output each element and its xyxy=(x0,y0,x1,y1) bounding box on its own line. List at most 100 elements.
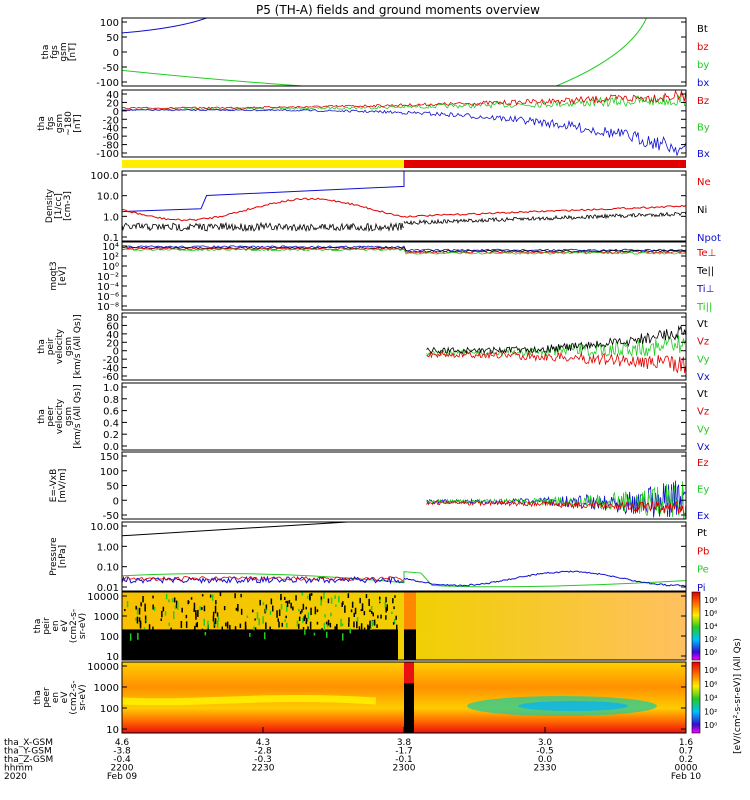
spectrogram-pixel xyxy=(204,632,207,636)
spectrogram-pixel xyxy=(150,631,153,638)
spectrogram-pixel xyxy=(348,622,350,627)
x-tick-label: 3.0 xyxy=(538,738,553,748)
spectrogram-pixel xyxy=(349,628,351,634)
spectrogram-pixel xyxy=(356,621,358,629)
spectrogram-pixel xyxy=(340,619,342,627)
spectrogram-pixel xyxy=(368,625,370,634)
panel-p8: 10.00 1.00 0.10 0.01 Pressure [nPa] Pt Pb Pe Pi xyxy=(49,521,709,594)
spectrogram-pixel xyxy=(226,621,229,629)
spectrogram-pixel xyxy=(212,611,215,616)
colorbar-label: [eV/(cm²-s-sr-eV)] (All Qs) xyxy=(733,638,743,754)
panel-frame xyxy=(121,89,687,158)
y-tick-label: -50 xyxy=(103,511,119,522)
legend-vt: Vt xyxy=(697,319,708,330)
legend-pt: Pt xyxy=(697,528,707,539)
spectrogram-pixel xyxy=(295,632,298,636)
spectrogram-pixel xyxy=(342,633,344,641)
y-axis-label: tha fgs gsm [nT] xyxy=(41,42,78,61)
spectrogram-pixel xyxy=(143,627,146,630)
x-tick-label: 4.6 xyxy=(115,738,130,748)
y-tick-label: 10000 xyxy=(87,662,119,673)
series-by xyxy=(122,93,686,111)
spectrogram-pixel xyxy=(338,596,340,603)
spectrogram-pixel xyxy=(152,604,154,610)
colorbar-tick-label: 10⁸ xyxy=(704,666,717,675)
series-vz xyxy=(426,350,686,374)
y-tick-label: 0 xyxy=(113,107,119,118)
spectrogram-pixel xyxy=(320,596,323,602)
x-axis-layer: tha_X-GSM 4.6 4.3 3.8 3.0 1.6 tha_Y-GSM -3.8 -2.… xyxy=(4,727,701,782)
spectrogram-pixel xyxy=(302,617,304,623)
spectrogram-pixel xyxy=(357,632,360,637)
spectrogram-pixel xyxy=(285,600,287,604)
spectrogram-pixel xyxy=(303,616,305,621)
y-tick-label: -80 xyxy=(103,141,119,152)
y-tick-label: 50 xyxy=(106,33,119,44)
spectrogram-pixel xyxy=(365,594,368,599)
spectrogram-pixel xyxy=(201,594,204,597)
spectrogram-pixel xyxy=(307,595,309,599)
spectrogram-pixel xyxy=(239,623,242,628)
spectrogram-pixel xyxy=(299,611,302,615)
y-tick-label: 10⁻⁴ xyxy=(97,282,119,293)
mode-bar-segment xyxy=(404,160,686,168)
panel-plot-area xyxy=(122,90,686,156)
y-tick-label: -60 xyxy=(103,372,119,383)
y-tick-label: -100 xyxy=(96,149,119,160)
spectrogram-pixel xyxy=(124,609,126,612)
legend-vx: Vx xyxy=(697,442,710,453)
spectrogram-pixel xyxy=(223,606,226,611)
series-ey xyxy=(426,481,686,519)
spectrogram-pixel xyxy=(164,611,167,616)
y-axis-label: E=-VxB [mV/m] xyxy=(49,469,68,503)
panel-p10: 10000 1000 100 10 tha peer en eV (cm2-s-sr-eV) xyxy=(33,661,687,736)
spectrogram-pixel xyxy=(214,605,217,614)
spectrogram-gap-stripe xyxy=(404,662,414,684)
spectrogram-pixel xyxy=(137,632,139,640)
spectrogram-pixel xyxy=(148,624,151,631)
spectrogram-pixel xyxy=(146,630,148,637)
spectrogram-pixel xyxy=(272,605,274,612)
x-tick-label: 2330 xyxy=(534,764,557,774)
spectrogram-pixel xyxy=(298,623,300,629)
legend-by: By xyxy=(697,123,710,134)
y-axis-label-line: sr-eV) xyxy=(78,684,88,710)
spectrogram-pixel xyxy=(152,595,154,599)
spectrogram-pixel xyxy=(196,622,198,628)
y-tick-label: 1000 xyxy=(94,683,119,694)
spectrogram-pixel xyxy=(284,619,286,622)
series-ne xyxy=(122,197,405,222)
y-tick-label: 10000 xyxy=(87,592,119,603)
x-tick-label: 2200 xyxy=(111,764,134,774)
spectrogram-pixel xyxy=(243,633,245,637)
spectrogram-gap-block xyxy=(404,629,416,660)
spectrogram-pixel xyxy=(344,605,346,613)
spectrogram-pixel xyxy=(171,633,174,637)
y-axis-label-line: tha xyxy=(41,45,51,60)
spectrogram-pixel xyxy=(173,597,176,603)
x-axis-row-label: tha_X-GSM xyxy=(4,738,53,748)
x-tick-label: Feb 09 xyxy=(107,772,138,782)
spectrogram-pixel xyxy=(161,610,163,618)
spectrogram-pixel xyxy=(281,632,283,637)
spectrogram-pixel xyxy=(277,618,279,622)
spectrogram-pixel xyxy=(330,612,332,617)
y-axis-label-line: gsm xyxy=(55,114,65,133)
y-tick-label: 0.10 xyxy=(97,563,119,574)
spectrogram-pixel xyxy=(207,620,209,629)
spectrogram-pixel xyxy=(192,632,195,639)
spectrogram-pixel xyxy=(234,593,236,599)
y-axis-label-line: peir xyxy=(42,617,52,635)
spectrogram-pixel xyxy=(327,598,330,604)
spectrogram-pixel xyxy=(380,614,382,619)
spectrogram-pixel xyxy=(273,632,275,637)
spectrogram-pixel xyxy=(341,602,343,607)
spectrogram-pixel xyxy=(197,609,199,617)
spectrogram-pixel xyxy=(334,595,336,599)
spectrogram-pixel xyxy=(285,615,287,619)
colorbar-tick-label: 10² xyxy=(704,707,717,716)
legend-ne: Ne xyxy=(697,177,711,188)
spectrogram-pixel xyxy=(217,616,220,621)
spectrogram-pixel xyxy=(135,617,137,621)
legend-ez: Ez xyxy=(697,458,709,469)
